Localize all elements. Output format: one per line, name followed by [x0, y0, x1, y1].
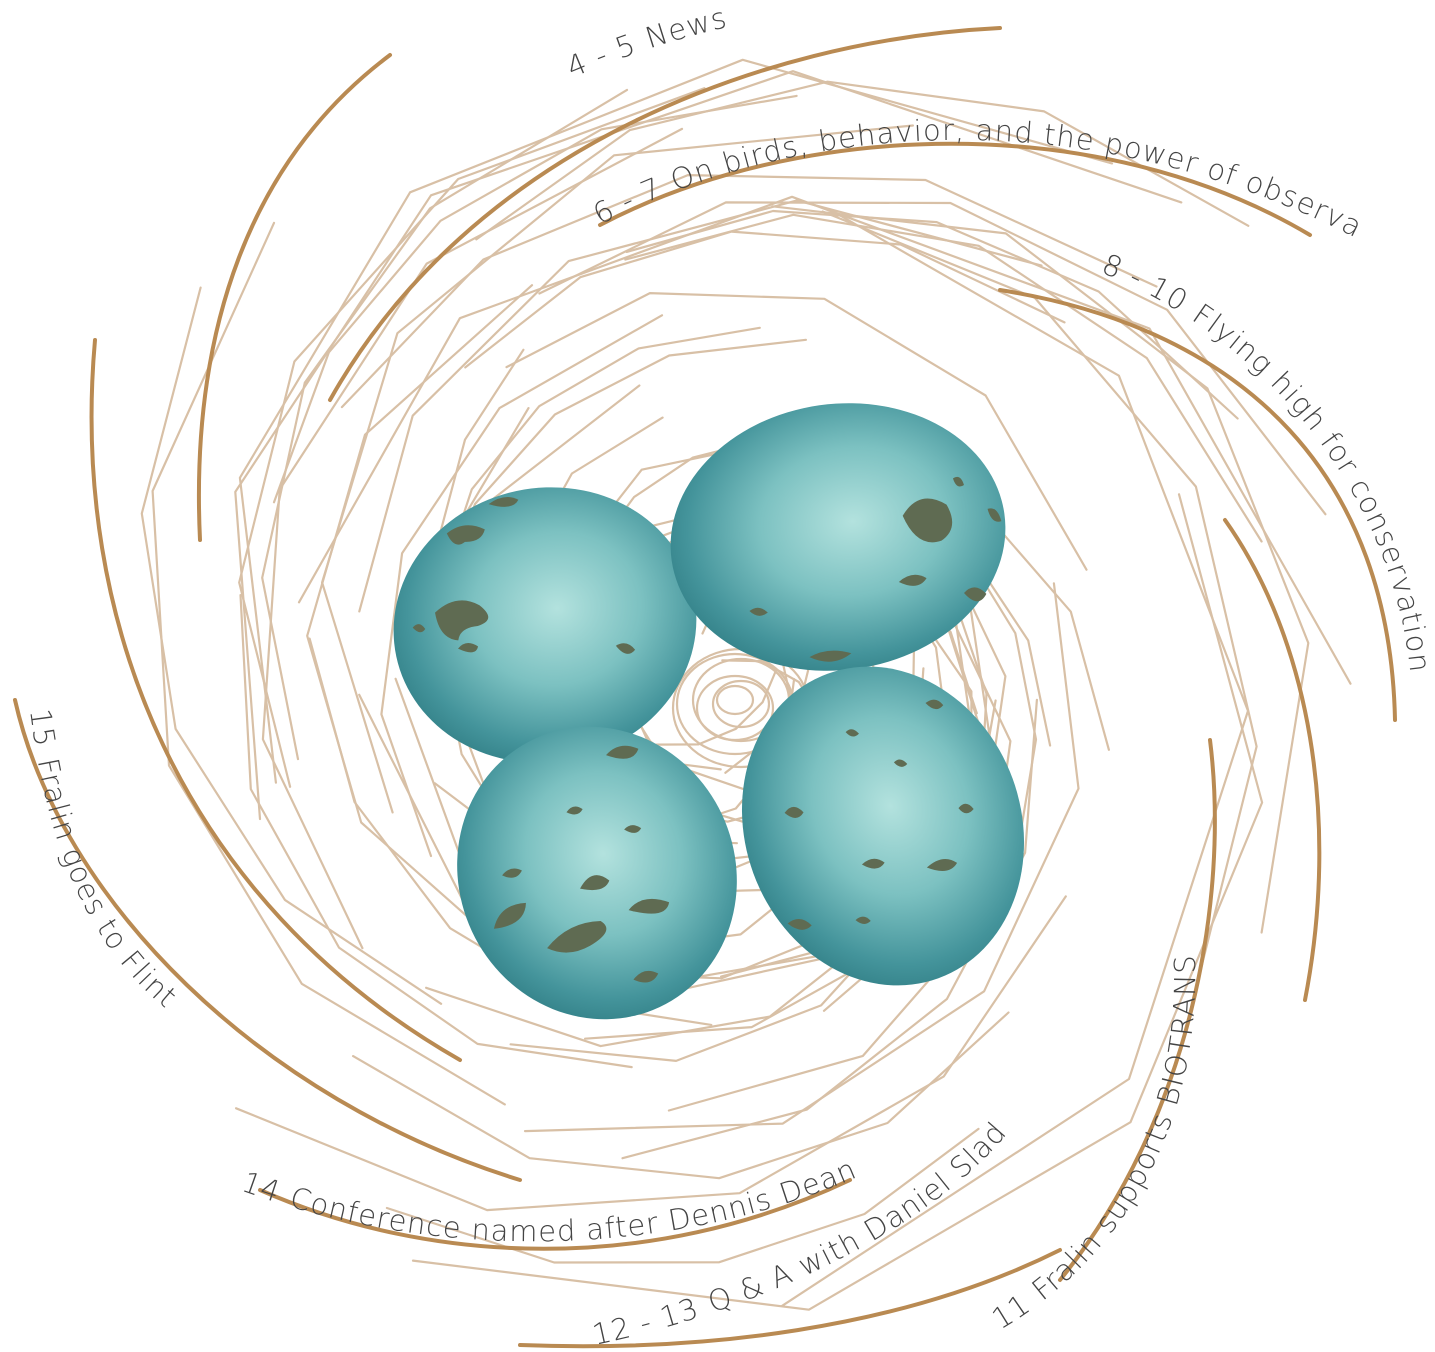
nest-strand: [621, 698, 1038, 1160]
nest-strand: [624, 213, 1263, 543]
nest-strand: [340, 174, 1158, 409]
nest-strand: [771, 205, 1310, 934]
toc-item-biotrans[interactable]: 11Fralin supports BIOTRANS: [986, 954, 1202, 1336]
nest-strand: [239, 594, 633, 1069]
nest-strand: [523, 582, 1080, 1133]
nest-strand: [380, 314, 664, 858]
toc-item-flint[interactable]: 15 Fralin goes to Flint: [23, 707, 184, 1015]
nest-strand: [151, 221, 506, 1106]
nest-strand: [234, 70, 1183, 821]
egg-3: [457, 726, 737, 1020]
nest-strand: [238, 58, 1114, 784]
nest-strand: [140, 286, 443, 1005]
nest-strand: [238, 87, 706, 788]
nest-strand: [780, 209, 1250, 1307]
nest-strand: [385, 1127, 980, 1264]
nest-strand: [306, 284, 534, 943]
nest-strand: [321, 124, 914, 814]
nest-strand: [821, 210, 1258, 1025]
nest-strand: [475, 80, 1250, 241]
nest-strand: [261, 88, 629, 761]
nest-strand: [505, 292, 1088, 571]
toc-item-news[interactable]: 4 - 5News: [562, 0, 731, 84]
nest-center-swirl: [711, 679, 771, 729]
nest-strand: [235, 895, 1067, 1212]
nest-center-swirl: [715, 684, 755, 716]
nest-strand: [538, 201, 1327, 516]
toc-item-flying-high[interactable]: 8 - 10Flying high for conservation: [1097, 247, 1435, 675]
egg-2: [670, 403, 1006, 671]
nest-strand: [358, 199, 1043, 613]
nest-strand: [411, 493, 1264, 1311]
nest-strand: [297, 195, 1352, 685]
toc-item-dennis-dean[interactable]: 14Conference named after Dennis Dean: [238, 1151, 862, 1248]
nest-strand: [464, 230, 1066, 369]
egg-4: [741, 666, 1025, 986]
egg-1: [393, 487, 697, 763]
nest-strand: [272, 94, 798, 504]
nest-strand: [625, 209, 1239, 420]
nest-outer-strands: [13, 26, 1397, 1349]
